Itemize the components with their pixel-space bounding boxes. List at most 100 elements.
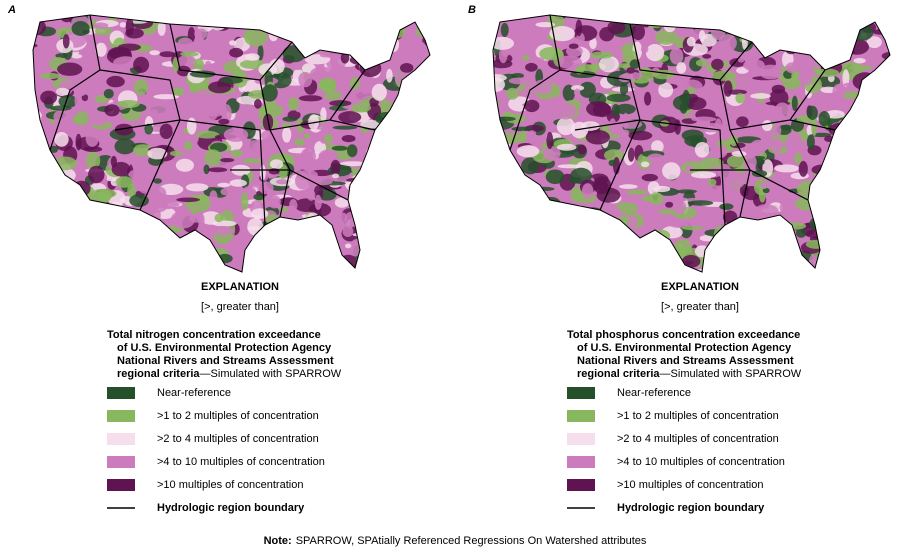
map-patch	[176, 197, 200, 203]
map-patch	[90, 230, 111, 248]
map-patch	[734, 73, 753, 86]
map-patch	[612, 129, 630, 135]
map-patch	[349, 55, 376, 66]
map-patch	[661, 259, 673, 272]
map-patch	[611, 103, 620, 117]
map-patch	[662, 162, 681, 180]
map-patch	[144, 123, 154, 135]
map-patch	[665, 201, 674, 208]
map-patch	[861, 107, 872, 124]
map-patch	[111, 225, 138, 232]
map	[492, 14, 891, 273]
map-patch	[832, 135, 840, 151]
map-patch	[422, 243, 430, 256]
map-patch	[113, 56, 139, 69]
map-patch	[597, 242, 608, 253]
map-patch	[194, 15, 209, 20]
map-patch	[195, 255, 215, 271]
map-patch	[35, 158, 49, 170]
map-patch	[408, 122, 427, 131]
map-patch	[762, 120, 773, 132]
map-patch	[263, 264, 276, 272]
map-patch	[81, 94, 89, 102]
map-patch	[633, 247, 653, 260]
map-patch	[275, 24, 294, 29]
map-patch	[114, 138, 136, 155]
map-patch	[374, 248, 392, 265]
map-patch	[49, 145, 59, 153]
map-patch	[718, 163, 732, 179]
map-patch	[137, 15, 149, 16]
map-patch	[883, 245, 890, 257]
region-boundary	[719, 69, 826, 131]
map-patch	[195, 130, 220, 139]
map-patch	[511, 73, 524, 79]
map-patch	[210, 225, 235, 236]
map-patch	[761, 251, 787, 263]
map-patch	[510, 227, 529, 239]
map-patch	[858, 105, 880, 114]
map-patch	[104, 104, 120, 117]
map-patch	[768, 35, 788, 44]
map-patch	[208, 81, 232, 94]
map-patch	[830, 267, 839, 272]
legend-label: >4 to 10 multiples of concentration	[617, 456, 785, 468]
map-patch	[428, 157, 430, 165]
map-patch	[546, 131, 554, 150]
map-patch	[376, 222, 399, 229]
map-patch	[209, 270, 224, 272]
map-patch	[371, 189, 382, 196]
map-patch	[849, 183, 863, 199]
map-patch	[402, 109, 409, 117]
map-patch	[374, 194, 391, 200]
map-patch	[830, 26, 847, 35]
map-patch	[817, 15, 835, 26]
map-patch	[532, 253, 556, 261]
map-patch	[193, 254, 207, 261]
map-patch	[622, 112, 629, 129]
map-patch	[71, 54, 83, 59]
map-patch	[321, 8, 337, 13]
legend-swatch	[567, 479, 595, 491]
map-patch	[364, 18, 376, 25]
map-patch	[362, 228, 370, 239]
map-patch	[427, 111, 430, 119]
map-patch	[857, 165, 868, 178]
map-patch	[521, 157, 540, 175]
map-patch	[55, 87, 70, 97]
map-patch	[533, 79, 553, 95]
map-patch	[511, 231, 527, 245]
legend-heading-line: of U.S. Environmental Protection Agency	[577, 342, 792, 354]
map-patch	[729, 251, 747, 270]
map-patch	[64, 250, 81, 267]
map-patch	[582, 183, 594, 199]
map-patch	[120, 232, 132, 241]
map-patch	[426, 262, 430, 272]
map-patch	[726, 155, 745, 168]
map-patch	[524, 99, 540, 113]
map-patch	[293, 233, 307, 251]
map-patch	[33, 239, 48, 245]
map-patch	[94, 219, 121, 237]
map-patch	[269, 15, 278, 22]
map-patch	[380, 264, 393, 272]
legend-label: Near-reference	[617, 387, 691, 399]
map-patch	[288, 241, 311, 255]
map-patch	[282, 127, 292, 143]
map-patch	[555, 103, 577, 120]
map-patch	[101, 268, 110, 272]
map-patch	[281, 28, 296, 36]
map-patch	[53, 110, 66, 123]
map-patch	[829, 122, 855, 135]
map-patch	[780, 236, 796, 246]
map-patch	[153, 178, 162, 184]
map-patch	[527, 271, 535, 272]
map-patch	[851, 117, 860, 122]
map-patch	[167, 202, 180, 207]
map-patch	[776, 31, 784, 40]
map-patch	[430, 26, 444, 34]
map-patch	[420, 17, 430, 25]
map-patch	[821, 213, 844, 219]
map-patch	[501, 269, 527, 272]
map-patch	[268, 168, 280, 175]
